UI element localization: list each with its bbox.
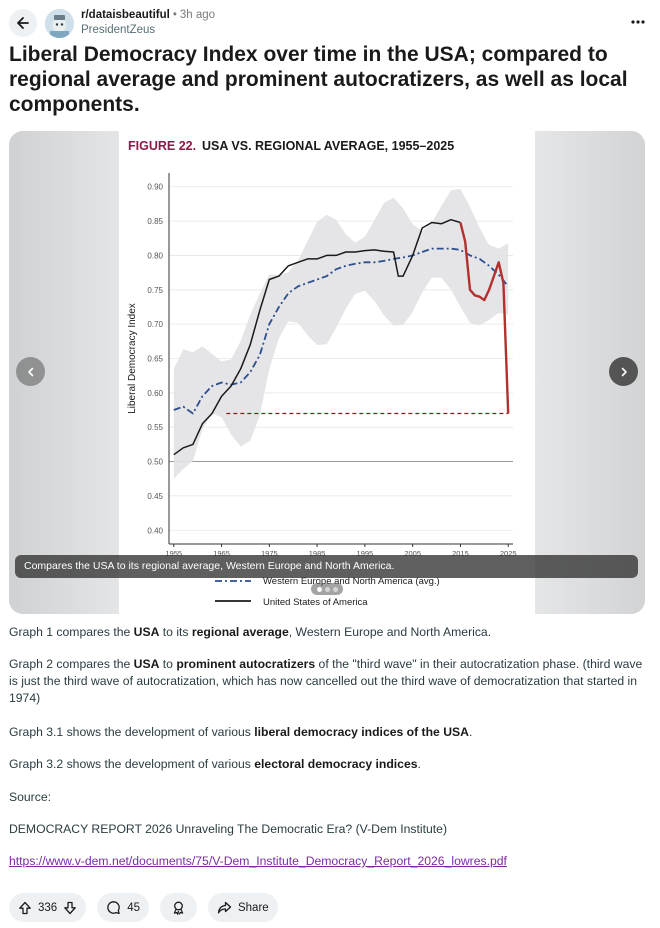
source-link[interactable]: https://www.v-dem.net/documents/75/V-Dem… [9, 854, 507, 868]
bold-run: electoral democracy indices [254, 757, 418, 771]
subreddit-avatar[interactable] [45, 9, 74, 38]
y-tick-label: 0.65 [147, 355, 163, 364]
x-tick-label: 1965 [213, 549, 230, 558]
plot-layer: 0.40 0.45 0.50 0.55 0.60 0.65 0.70 0.75 0.80 0.85… [127, 173, 517, 608]
body-paragraph-1: Graph 1 compares the USA to its regional… [9, 624, 649, 641]
usa-line [173, 218, 461, 456]
next-slide-button[interactable] [609, 357, 638, 386]
y-tick-label: 0.40 [147, 526, 163, 535]
more-horizontal-icon [631, 20, 645, 24]
body-paragraph-2: Graph 2 compares the USA to prominent au… [9, 656, 649, 707]
bold-run: USA [133, 657, 160, 671]
vote-count: 336 [38, 901, 58, 914]
legend-label-usa: United States of America [263, 597, 368, 608]
body-paragraph-3: Graph 3.1 shows the development of vario… [9, 724, 649, 741]
source-text: DEMOCRACY REPORT 2026 Unraveling The Dem… [9, 822, 448, 836]
post-action-bar: 336 45 Share [9, 893, 278, 922]
slide-dot-1[interactable] [316, 586, 322, 592]
chevron-left-icon [27, 367, 33, 376]
y-tick-label: 0.75 [147, 286, 163, 295]
bold-run: regional average [191, 625, 289, 639]
body-paragraph-4: Graph 3.2 shows the development of vario… [9, 756, 649, 773]
back-button[interactable] [9, 9, 37, 37]
text-run: . [417, 757, 421, 771]
y-tick-label: 0.60 [147, 389, 163, 398]
x-tick-label: 1995 [357, 549, 374, 558]
comment-icon [107, 901, 120, 915]
x-tick-label: 1985 [309, 549, 326, 558]
text-run: to [159, 657, 177, 671]
y-tick-label: 0.50 [147, 458, 163, 467]
chart-title: USA VS. REGIONAL AVERAGE, 1955–2025 [202, 139, 454, 153]
post-meta: r/dataisbeautiful • 3h ago [81, 9, 215, 21]
bold-run: liberal democracy indices of the USA [254, 725, 469, 739]
text-run: Graph 3.2 shows the development of vario… [9, 757, 255, 771]
y-tick-label: 0.85 [147, 217, 163, 226]
slide-dot-3[interactable] [332, 586, 338, 592]
upvote-icon[interactable] [18, 901, 32, 915]
slide-dot-2[interactable] [324, 586, 330, 592]
share-button[interactable]: Share [207, 893, 278, 922]
image-gallery[interactable]: FIGURE 22. USA VS. REGIONAL AVERAGE, 195… [9, 131, 645, 614]
post-title: Liberal Democracy Index over time in the… [9, 43, 628, 116]
award-icon [173, 901, 184, 915]
y-tick-label: 0.90 [147, 183, 163, 192]
text-run: of the "third wave" in their autocratiza… [9, 657, 643, 705]
comments-button[interactable]: 45 [97, 893, 149, 922]
source-link-paragraph: https://www.v-dem.net/documents/75/V-Dem… [9, 853, 649, 870]
previous-slide-button[interactable] [16, 357, 45, 386]
regional-average-line [173, 247, 509, 415]
post-author[interactable]: PresidentZeus [81, 24, 156, 36]
regional-uncertainty-band [173, 189, 509, 479]
bold-run: USA [133, 625, 160, 639]
bold-run: prominent autocratizers [176, 657, 316, 671]
y-axis-label: Liberal Democracy Index [127, 303, 138, 414]
x-tick-label: 1955 [165, 549, 182, 558]
legend-label-regional: Western Europe and North America (avg.) [263, 576, 440, 587]
source-label: Source: [9, 790, 52, 804]
share-icon [217, 901, 232, 914]
vote-control: 336 [9, 893, 87, 922]
subreddit-name[interactable]: r/dataisbeautiful [81, 9, 170, 21]
comment-count: 45 [127, 901, 140, 914]
y-tick-label: 0.70 [147, 320, 163, 329]
text-run: Graph 3.1 shows the development of vario… [9, 725, 255, 739]
text-run: , Western Europe and North America. [288, 625, 492, 639]
image-caption: Compares the USA to its regional average… [15, 555, 638, 578]
subreddit-avatar-icon [45, 9, 74, 38]
chart-image: FIGURE 22. USA VS. REGIONAL AVERAGE, 195… [119, 131, 535, 614]
usa-autocratization-line [459, 222, 510, 414]
y-tick-label: 0.45 [147, 492, 163, 501]
slide-indicator [311, 583, 343, 595]
chart-figure-label: FIGURE 22. [128, 139, 196, 153]
meta-separator: • [172, 9, 177, 21]
chevron-right-icon [621, 367, 627, 376]
post-age: 3h ago [179, 9, 216, 21]
text-run: Graph 1 compares the [9, 625, 134, 639]
more-options-button[interactable] [626, 10, 650, 34]
arrow-left-icon [17, 17, 29, 29]
text-run: . [468, 725, 473, 739]
share-label: Share [237, 901, 269, 914]
chart-svg: FIGURE 22. USA VS. REGIONAL AVERAGE, 195… [127, 139, 517, 608]
post-header: r/dataisbeautiful • 3h ago PresidentZeus [0, 0, 660, 44]
x-tick-label: 2025 [500, 549, 517, 558]
downvote-icon[interactable] [63, 901, 77, 915]
x-tick-label: 1975 [261, 549, 278, 558]
x-tick-label: 2005 [404, 549, 421, 558]
x-tick-label: 2015 [452, 549, 469, 558]
y-tick-label: 0.55 [147, 423, 163, 432]
y-tick-label: 0.80 [147, 251, 163, 260]
text-run: to its [159, 625, 192, 639]
award-button[interactable] [159, 893, 197, 922]
text-run: Graph 2 compares the [9, 657, 134, 671]
